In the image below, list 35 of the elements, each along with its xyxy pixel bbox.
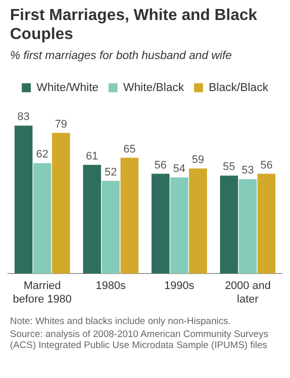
source-note: Source: analysis of 2008-2010 American Community Surveys (ACS) Integrated Public Use Microdata Sample (IPUMS) files bbox=[10, 329, 270, 351]
x-tick-label: Married before 1980 bbox=[12, 280, 72, 306]
data-label: 65 bbox=[123, 143, 136, 156]
data-label: 79 bbox=[54, 118, 68, 130]
legend-label: Black/Black bbox=[208, 82, 268, 94]
bar bbox=[33, 163, 52, 274]
data-label: 62 bbox=[36, 148, 48, 161]
text: Note: Whites and blacks include only non-Hispanics. bbox=[10, 316, 232, 327]
bar bbox=[14, 126, 33, 274]
x-tick-label: 2000 and later bbox=[224, 280, 271, 306]
bar bbox=[152, 174, 170, 274]
bar bbox=[83, 164, 102, 274]
bar bbox=[52, 132, 70, 274]
data-label: 83 bbox=[17, 111, 30, 124]
data-label: 55 bbox=[222, 161, 236, 174]
x-tick-label: 1990s bbox=[164, 280, 195, 292]
legend-label: White/White bbox=[36, 82, 99, 94]
bar bbox=[188, 168, 207, 274]
data-label: 61 bbox=[86, 150, 98, 162]
data-label: 52 bbox=[104, 166, 117, 178]
data-label: 54 bbox=[173, 162, 186, 175]
bar bbox=[257, 174, 276, 274]
bar bbox=[102, 180, 120, 274]
bar bbox=[238, 179, 257, 274]
data-label: 59 bbox=[192, 154, 204, 166]
bar bbox=[170, 177, 188, 274]
chart-title: First Marriages, White and Black Couples bbox=[10, 6, 258, 44]
bar bbox=[120, 158, 138, 274]
data-label: 53 bbox=[242, 164, 254, 177]
legend-label: White/Black bbox=[123, 82, 184, 94]
x-tick-label: 1980s bbox=[96, 280, 126, 292]
data-label: 56 bbox=[154, 159, 167, 172]
bar bbox=[220, 176, 238, 274]
data-label: 56 bbox=[260, 159, 273, 172]
chart-subtitle: % first marriages for both husband and wife bbox=[10, 50, 233, 62]
